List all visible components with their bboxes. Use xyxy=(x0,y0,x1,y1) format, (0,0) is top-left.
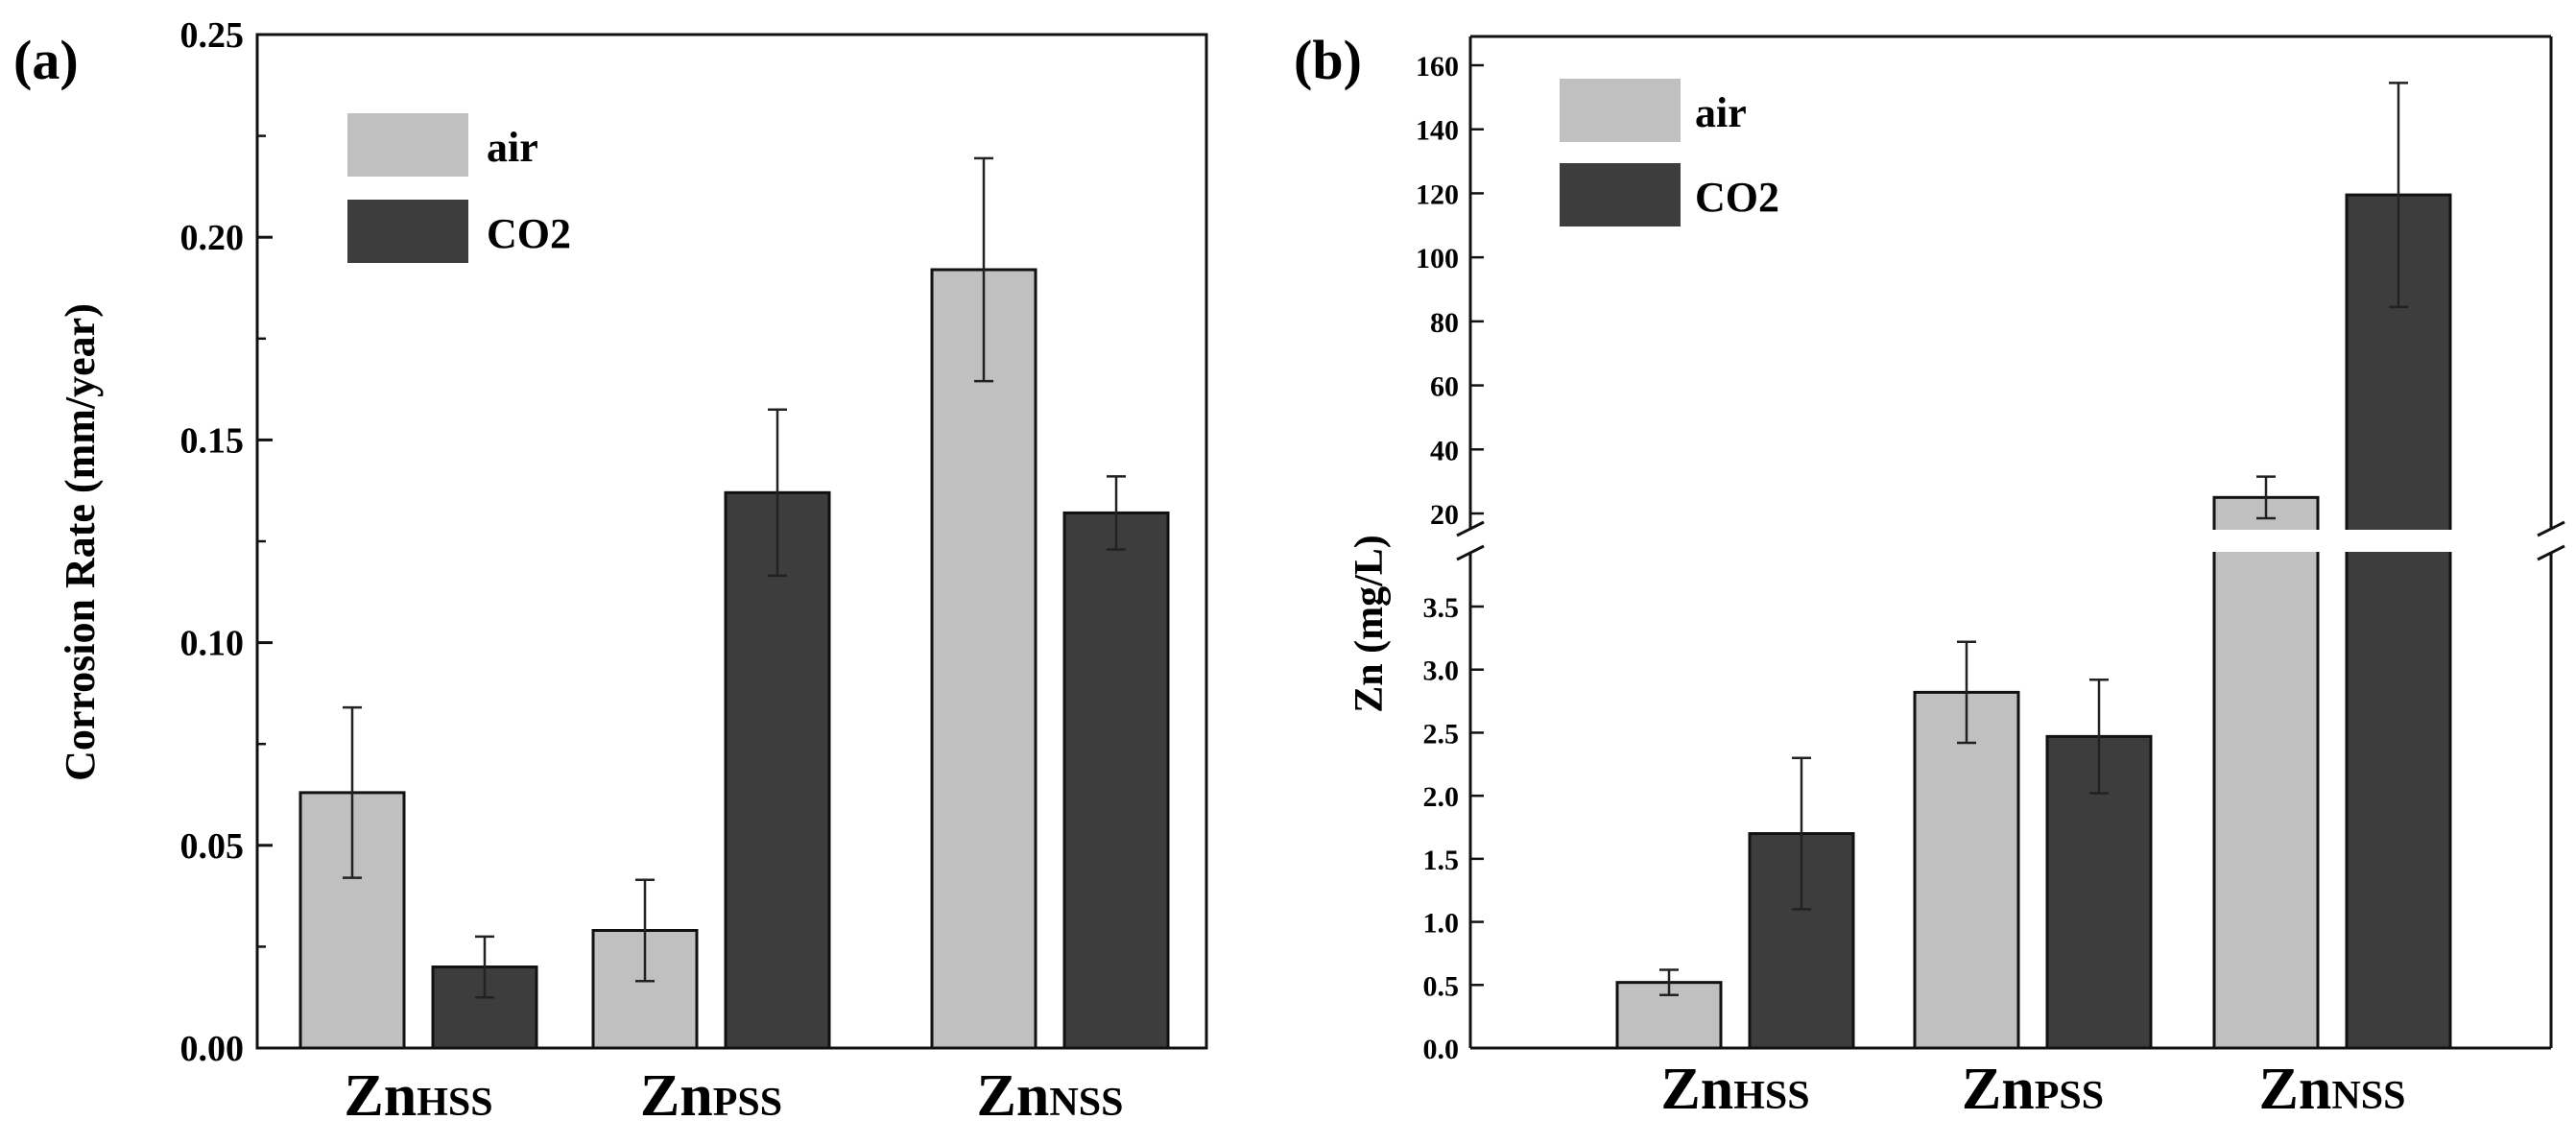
panel-b-label: (b) xyxy=(1294,29,1362,91)
xtick-label-b-0: ZnHSS xyxy=(1660,1057,1809,1122)
ylabel-b: Zn (mg/L) xyxy=(1348,535,1392,713)
xtick-label-a-0: ZnHSS xyxy=(344,1063,492,1129)
legend-a-swatch-air xyxy=(347,113,468,177)
break-mark-right-1 xyxy=(2537,520,2565,537)
errorbar-b-co2-nss xyxy=(2389,82,2408,309)
ytick-label-b-lower-5: 2.5 xyxy=(1423,718,1460,750)
legend-b-label-air: air xyxy=(1695,89,1747,136)
break-mark-left-2 xyxy=(1456,544,1485,561)
xtick-label-b-2-main: Zn xyxy=(2259,1057,2332,1122)
bar-a-air-nss xyxy=(930,268,1038,1050)
errorbar-b-air-nss xyxy=(2256,475,2276,520)
errorbar-a-air-nss xyxy=(974,156,993,383)
xtick-label-a-1-main: Zn xyxy=(640,1063,713,1129)
xtick-label-b-1-main: Zn xyxy=(1962,1057,2035,1122)
ylabel-a: Corrosion Rate (mm/year) xyxy=(57,303,104,781)
errorbar-b-co2-hss xyxy=(1792,756,1811,911)
ytick-label-b-upper-5: 120 xyxy=(1416,179,1459,210)
xtick-label-b-1: ZnPSS xyxy=(1962,1057,2104,1122)
errorbar-b-air-hss xyxy=(1659,968,1679,997)
legend-b-label-co2: CO2 xyxy=(1695,174,1779,221)
errorbar-a-air-pss xyxy=(635,878,655,983)
ytick-label-b-lower-6: 3.0 xyxy=(1423,655,1460,687)
xtick-label-a-2: ZnNSS xyxy=(977,1063,1124,1129)
break-mark-left-1 xyxy=(1456,520,1485,537)
ytick-label-a-4: 0.20 xyxy=(180,218,245,258)
ytick-label-b-lower-2: 1.0 xyxy=(1423,908,1460,940)
ytick-label-b-upper-3: 80 xyxy=(1430,307,1459,339)
xtick-label-a-1-sub: PSS xyxy=(713,1081,782,1125)
errorbar-b-air-pss xyxy=(1957,640,1976,745)
ytick-label-b-lower-4: 2.0 xyxy=(1423,781,1460,813)
ytick-label-a-2: 0.10 xyxy=(180,624,245,664)
xtick-label-b-0-main: Zn xyxy=(1660,1057,1733,1122)
ytick-label-b-lower-0: 0.0 xyxy=(1423,1034,1460,1065)
xtick-label-b-0-sub: HSS xyxy=(1733,1074,1809,1118)
axis-break-gap xyxy=(1463,530,2559,552)
xtick-label-a-0-sub: HSS xyxy=(417,1081,492,1125)
bar-b-co2-nss xyxy=(2345,193,2452,1050)
legend-b-swatch-co2 xyxy=(1560,163,1681,226)
ytick-label-b-lower-3: 1.5 xyxy=(1423,845,1460,876)
bar-b-air-nss xyxy=(2212,495,2320,1050)
errorbar-a-air-hss xyxy=(343,705,362,879)
ytick-label-a-0: 0.00 xyxy=(180,1029,245,1069)
ytick-label-b-upper-7: 160 xyxy=(1416,51,1459,83)
xtick-label-b-2-sub: NSS xyxy=(2331,1074,2405,1118)
errorbar-a-co2-hss xyxy=(475,935,494,999)
bar-a-co2-nss xyxy=(1062,511,1170,1050)
ytick-label-a-3: 0.15 xyxy=(180,420,245,461)
errorbar-a-co2-nss xyxy=(1107,475,1126,551)
ytick-label-a-5: 0.25 xyxy=(180,15,245,56)
ytick-label-b-upper-1: 40 xyxy=(1430,435,1459,466)
ytick-label-a-1: 0.05 xyxy=(180,826,245,867)
bar-b-air-pss xyxy=(1913,690,2020,1050)
errorbar-b-co2-pss xyxy=(2089,678,2109,795)
ytick-label-b-upper-4: 100 xyxy=(1416,243,1459,274)
xtick-label-a-0-main: Zn xyxy=(344,1063,417,1129)
legend-a-label-air: air xyxy=(487,124,538,171)
errorbar-a-co2-pss xyxy=(768,408,787,578)
ytick-label-b-upper-2: 60 xyxy=(1430,371,1459,403)
xtick-label-a-1: ZnPSS xyxy=(640,1063,782,1129)
ytick-label-b-lower-7: 3.5 xyxy=(1423,592,1460,624)
xtick-label-b-2: ZnNSS xyxy=(2259,1057,2406,1122)
panel-a-label: (a) xyxy=(13,29,79,91)
xtick-label-a-2-main: Zn xyxy=(977,1063,1050,1129)
xtick-label-a-2-sub: NSS xyxy=(1049,1081,1123,1125)
break-mark-right-2 xyxy=(2537,544,2565,561)
xtick-label-b-1-sub: PSS xyxy=(2035,1074,2104,1118)
legend-b-swatch-air xyxy=(1560,79,1681,142)
ytick-label-b-lower-1: 0.5 xyxy=(1423,970,1460,1002)
ytick-label-b-upper-6: 140 xyxy=(1416,115,1459,147)
legend-a-label-co2: CO2 xyxy=(487,210,571,257)
ytick-label-b-upper-0: 20 xyxy=(1430,499,1459,531)
legend-a-swatch-co2 xyxy=(347,200,468,263)
